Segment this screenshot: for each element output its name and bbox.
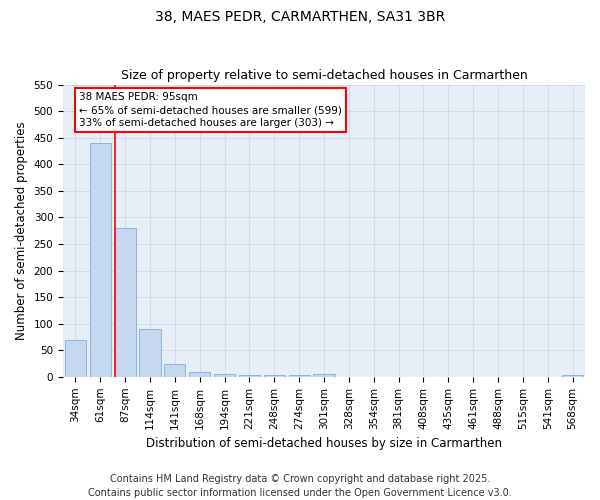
Bar [239, 374, 260, 377]
Title: Size of property relative to semi-detached houses in Carmarthen: Size of property relative to semi-detach… [121, 69, 527, 82]
Bar [90, 143, 111, 377]
Bar [264, 374, 285, 377]
Bar [289, 374, 310, 377]
Bar [189, 372, 210, 377]
Y-axis label: Number of semi-detached properties: Number of semi-detached properties [15, 122, 28, 340]
Bar [164, 364, 185, 377]
Bar [65, 340, 86, 377]
Bar [313, 374, 335, 377]
Bar [562, 375, 583, 377]
Bar [139, 329, 161, 377]
Text: 38 MAES PEDR: 95sqm
← 65% of semi-detached houses are smaller (599)
33% of semi-: 38 MAES PEDR: 95sqm ← 65% of semi-detach… [79, 92, 341, 128]
Bar [115, 228, 136, 377]
Text: 38, MAES PEDR, CARMARTHEN, SA31 3BR: 38, MAES PEDR, CARMARTHEN, SA31 3BR [155, 10, 445, 24]
Text: Contains HM Land Registry data © Crown copyright and database right 2025.
Contai: Contains HM Land Registry data © Crown c… [88, 474, 512, 498]
X-axis label: Distribution of semi-detached houses by size in Carmarthen: Distribution of semi-detached houses by … [146, 437, 502, 450]
Bar [214, 374, 235, 377]
